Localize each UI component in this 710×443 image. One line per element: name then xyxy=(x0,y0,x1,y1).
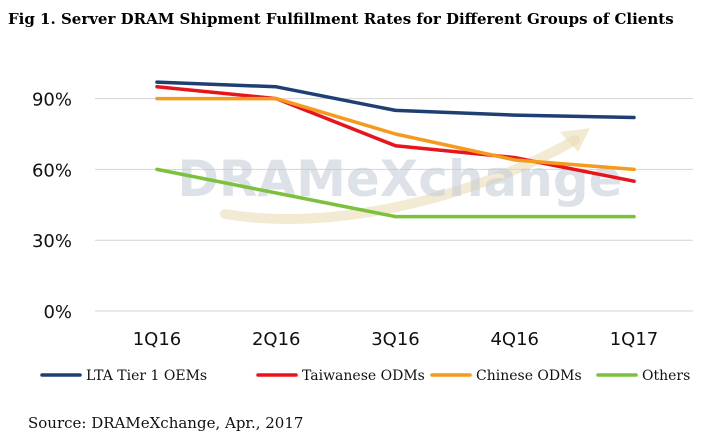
x-tick-label: 1Q16 xyxy=(133,329,182,350)
x-axis-ticks: 1Q16 2Q16 3Q16 4Q16 1Q17 xyxy=(133,329,659,350)
data-point xyxy=(632,215,636,219)
chart-title: Fig 1. Server DRAM Shipment Fulfillment … xyxy=(8,10,674,28)
data-point xyxy=(274,85,278,89)
series-lines xyxy=(155,80,636,219)
data-point xyxy=(632,115,636,120)
y-tick-label: 0% xyxy=(43,302,72,323)
legend: LTA Tier 1 OEMs Taiwanese ODMs Chinese ODM… xyxy=(40,368,690,384)
data-point xyxy=(513,113,517,117)
gridlines xyxy=(95,98,693,312)
y-axis-ticks: 0% 30% 60% 90% xyxy=(32,90,72,323)
data-point xyxy=(155,97,159,101)
legend-label: Taiwanese ODMs xyxy=(302,368,425,384)
legend-label: LTA Tier 1 OEMs xyxy=(86,368,207,384)
watermark-arrowhead xyxy=(560,128,590,152)
data-point xyxy=(393,108,398,112)
data-point xyxy=(155,85,159,89)
y-tick-label: 90% xyxy=(32,90,72,111)
data-point xyxy=(513,215,517,219)
data-point xyxy=(393,215,398,219)
data-point xyxy=(393,132,398,136)
y-tick-label: 30% xyxy=(32,231,72,252)
data-point xyxy=(632,179,636,183)
data-point xyxy=(155,80,159,84)
source-note: Source: DRAMeXchange, Apr., 2017 xyxy=(28,414,304,432)
data-point xyxy=(513,158,517,162)
watermark-text: DRAMeXchange xyxy=(177,150,622,208)
legend-label: Chinese ODMs xyxy=(476,368,582,384)
legend-label: Others xyxy=(642,368,690,384)
x-tick-label: 4Q16 xyxy=(490,329,539,350)
data-point xyxy=(632,167,636,171)
watermark: DRAMeXchange xyxy=(177,128,623,224)
data-point xyxy=(274,97,278,101)
y-tick-label: 60% xyxy=(32,160,72,181)
data-point xyxy=(155,167,159,171)
x-tick-label: 3Q16 xyxy=(371,329,420,350)
x-tick-label: 1Q17 xyxy=(610,329,659,350)
x-tick-label: 2Q16 xyxy=(252,329,301,350)
data-point xyxy=(393,144,398,148)
data-point xyxy=(274,191,278,195)
